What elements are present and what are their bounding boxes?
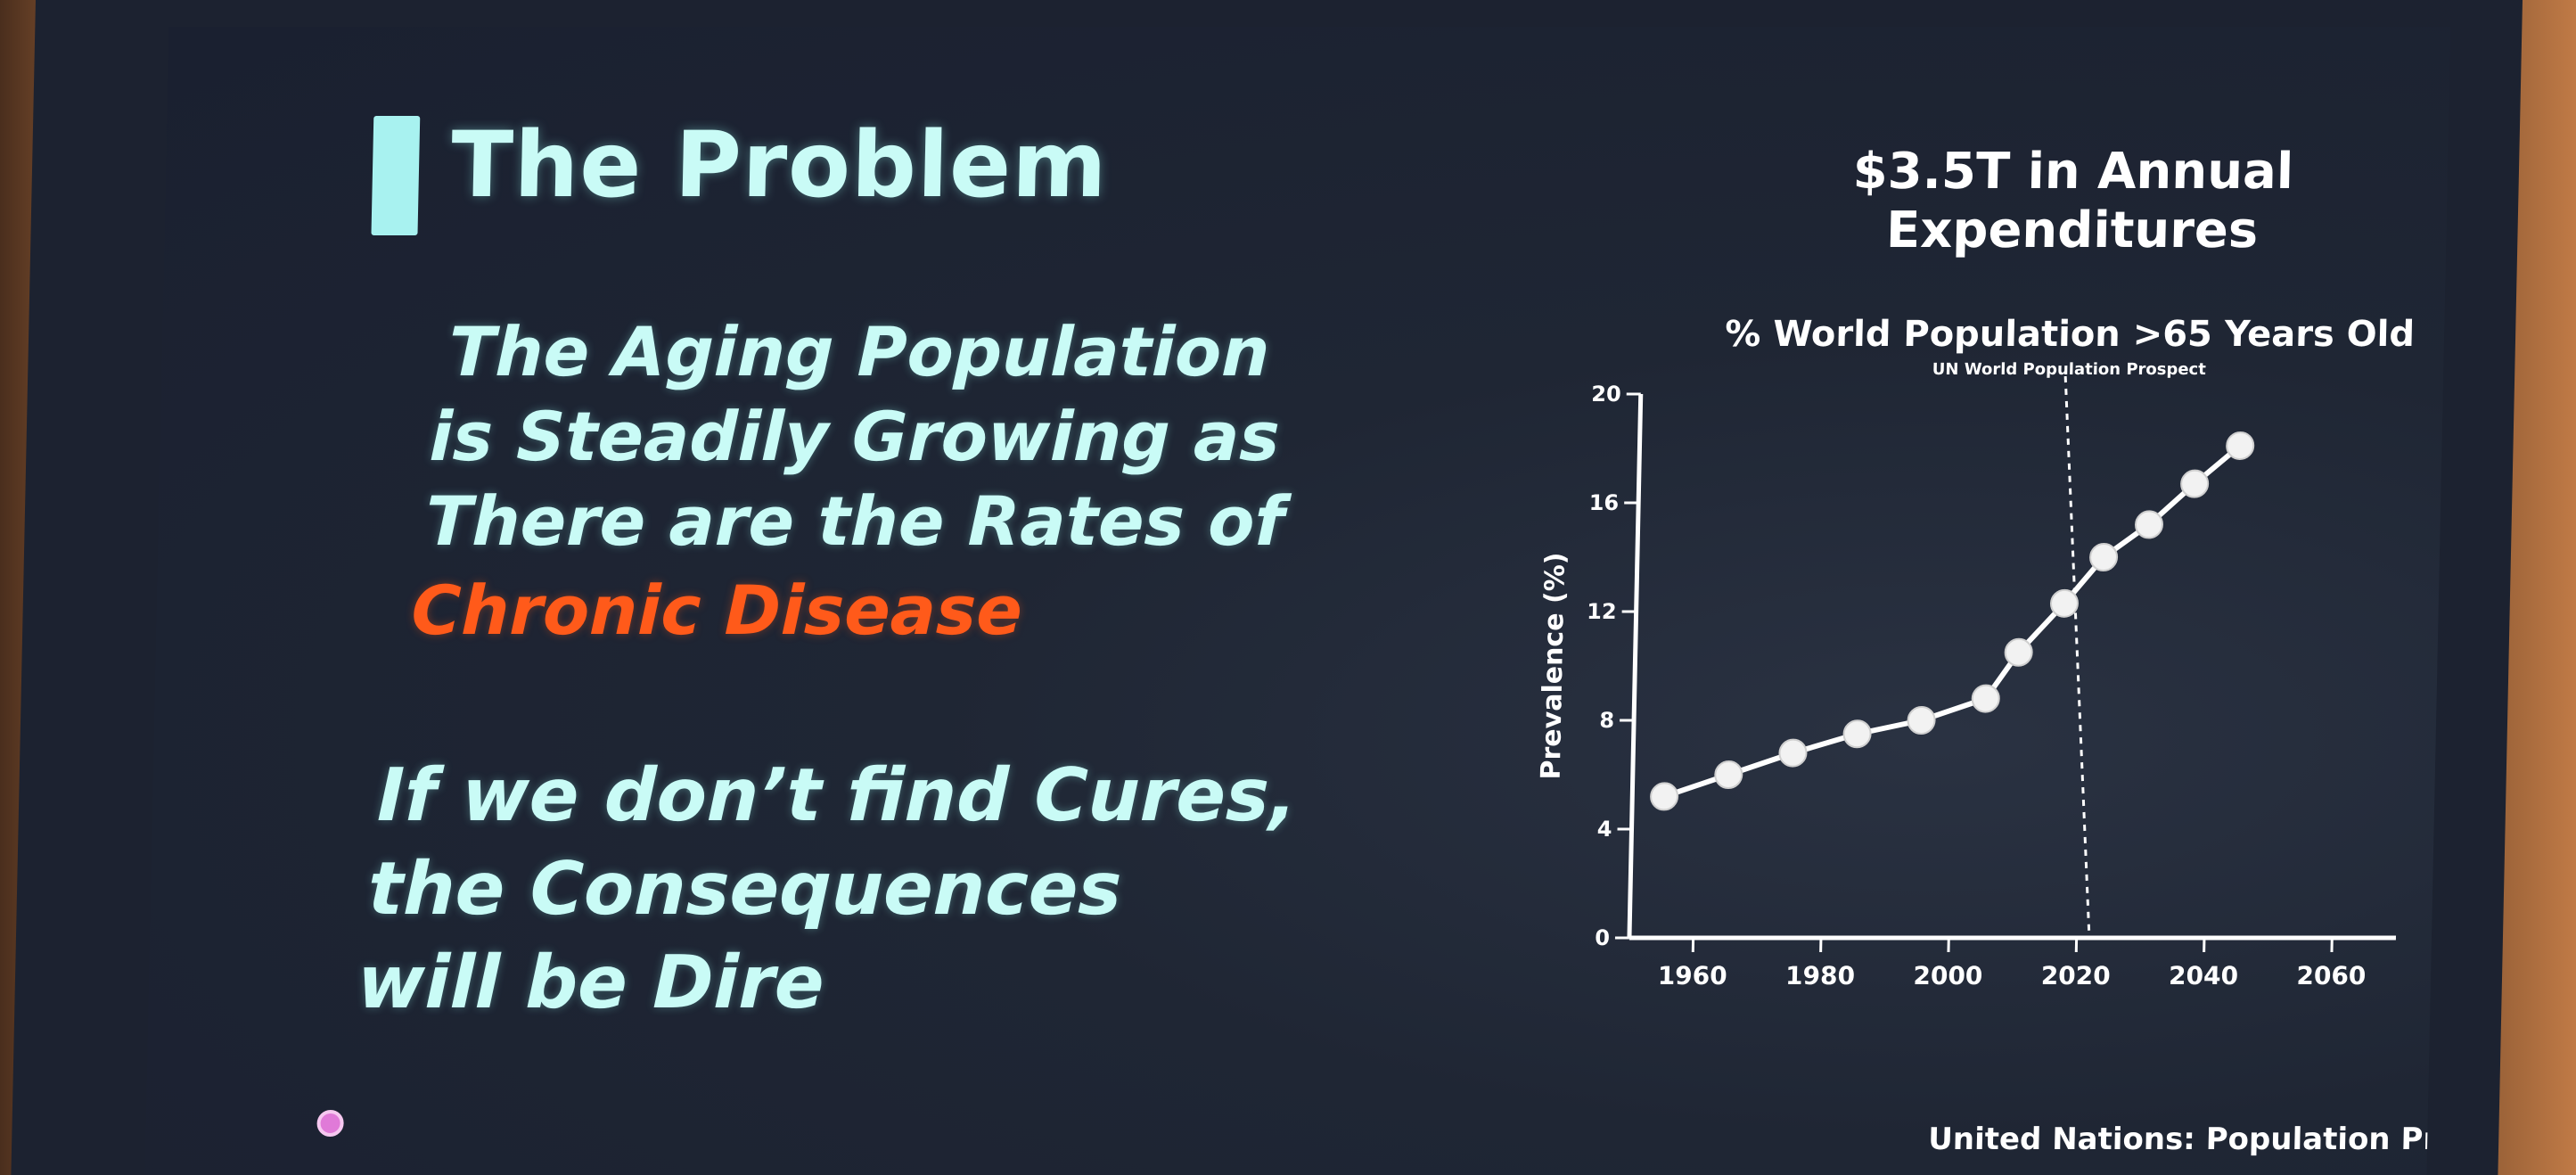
x-tick-label: 2060 — [2296, 961, 2367, 990]
x-tick-label: 2020 — [2040, 961, 2111, 990]
y-tick-label: 4 — [1597, 817, 1612, 842]
data-point — [1778, 738, 1808, 768]
x-tick-label: 1960 — [1657, 961, 1727, 990]
data-point — [2089, 543, 2119, 571]
line-chart: 0 4 8 12 16 20 1960 1980 2000 2020 2040 2060 Prevale… — [1536, 375, 2397, 990]
data-point — [2135, 510, 2164, 539]
data-point — [1650, 782, 1679, 811]
source-citation: United Nations: Population Prospect (202… — [1927, 1122, 2451, 1157]
data-point — [2049, 588, 2079, 618]
projection-screen: The Problem The Aging Population is Stea… — [11, 0, 2523, 1175]
data-point — [1907, 706, 1936, 735]
data-point — [2180, 469, 2210, 498]
y-tick-label: 0 — [1595, 925, 1610, 950]
slide: The Problem The Aging Population is Stea… — [144, 27, 2451, 1175]
data-point — [2004, 637, 2033, 667]
series-line — [1663, 443, 2243, 800]
y-tick-label: 12 — [1587, 599, 1617, 624]
data-point — [2226, 431, 2255, 460]
y-tick-label: 20 — [1591, 382, 1621, 407]
data-point — [1971, 684, 2000, 713]
x-tick-label: 2000 — [1913, 961, 1983, 990]
y-axis — [1627, 394, 1644, 938]
projection-divider-line — [2063, 375, 2091, 939]
data-point — [1842, 719, 1872, 749]
data-point — [1714, 760, 1743, 789]
y-tick-label: 8 — [1599, 708, 1614, 733]
y-axis-label: Prevalence (%) — [1536, 553, 1571, 780]
x-tick-label: 2040 — [2169, 961, 2239, 990]
x-tick-label: 1980 — [1785, 961, 1856, 990]
y-tick-label: 16 — [1588, 490, 1619, 515]
